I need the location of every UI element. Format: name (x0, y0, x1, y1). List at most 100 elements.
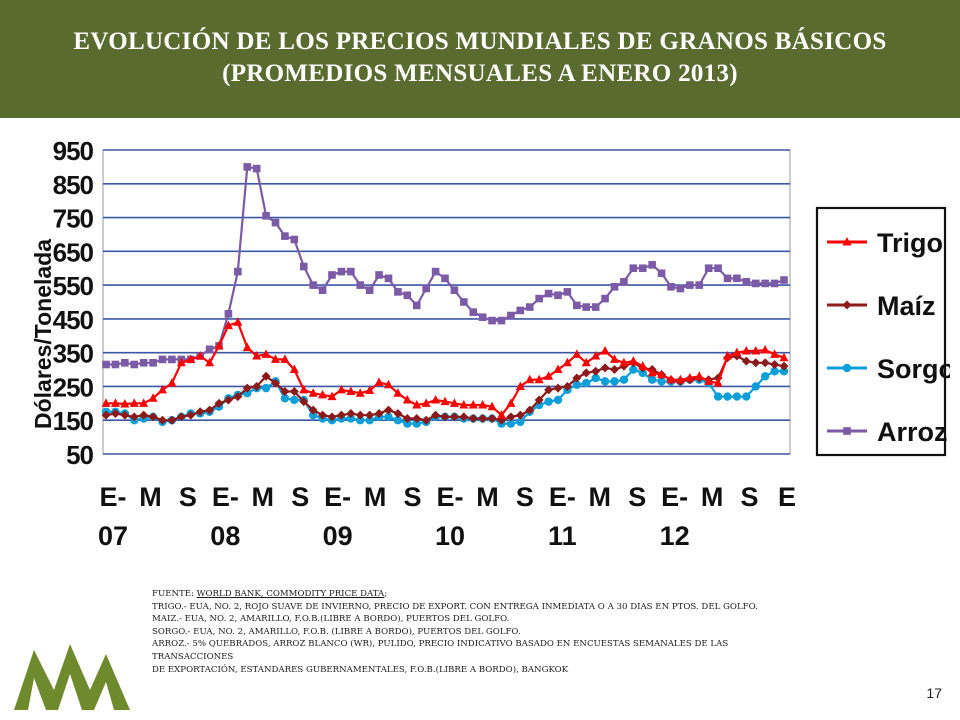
data-point (516, 417, 525, 427)
x-tick-label: S (628, 482, 646, 512)
data-point (610, 365, 619, 375)
data-point (478, 414, 488, 424)
x-tick-label: M (252, 482, 275, 512)
data-point (280, 387, 290, 397)
y-axis-label: Dólares/Tonelada (30, 239, 56, 429)
data-point (779, 352, 789, 362)
data-point (761, 279, 769, 288)
y-tick-label: 350 (53, 339, 94, 369)
data-point (280, 394, 290, 403)
data-point (327, 412, 337, 422)
data-point (223, 395, 233, 405)
data-point (544, 371, 554, 380)
source-link[interactable]: WORLD BANK, COMMODITY PRICE DATA (196, 589, 385, 599)
data-point (111, 360, 120, 369)
data-point (176, 357, 186, 367)
data-point (271, 218, 280, 227)
data-point (168, 355, 176, 364)
data-point (280, 354, 290, 363)
x-tick-label: 12 (660, 521, 690, 551)
data-point (110, 398, 120, 407)
data-point (186, 410, 196, 420)
data-point (675, 374, 685, 384)
data-point (356, 281, 365, 289)
data-point (195, 351, 205, 360)
data-point (676, 284, 685, 293)
footnotes: FUENTE: WORLD BANK, COMMODITY PRICE DATA… (152, 588, 912, 676)
note-maiz: MAIZ.- EUA, NO. 2, AMARILLO, F.O.B.(LIBR… (152, 614, 510, 625)
data-point (205, 357, 215, 367)
x-tick-label: M (139, 482, 162, 512)
data-point (459, 412, 469, 422)
data-point (346, 414, 356, 423)
data-point (384, 412, 393, 422)
data-point (384, 405, 393, 415)
data-point (242, 383, 252, 393)
x-tick-label: S (291, 482, 309, 512)
data-point (469, 308, 478, 316)
data-point (271, 378, 280, 388)
data-point (638, 368, 647, 378)
data-point (488, 316, 496, 325)
data-point (262, 212, 270, 220)
data-point (638, 361, 648, 370)
data-point (346, 386, 356, 396)
logo-mountain-shape (14, 644, 130, 710)
data-point (271, 354, 280, 363)
data-point (299, 262, 308, 271)
data-point (289, 364, 299, 374)
y-tick-label: 50 (66, 440, 93, 470)
x-tick-label: S (404, 482, 422, 512)
data-point (289, 387, 299, 397)
legend-label: Arroz (877, 417, 948, 447)
data-point (620, 277, 628, 286)
data-point (355, 410, 365, 420)
data-point (299, 384, 309, 394)
data-point (704, 376, 714, 385)
data-point (450, 286, 459, 294)
data-point (110, 408, 120, 418)
legend-label: Trigo (877, 228, 943, 258)
x-tick-label: M (476, 482, 499, 512)
data-point (167, 415, 177, 425)
data-point (421, 415, 431, 425)
data-point (779, 367, 789, 376)
data-point (148, 393, 158, 402)
organization-logo-icon (14, 644, 130, 710)
data-point (346, 408, 356, 418)
source-suffix: ; (384, 589, 388, 599)
data-point (525, 374, 535, 384)
y-tick-label: 650 (53, 237, 94, 267)
slide-title-line2: (PROMEDIOS MENSUALES A ENERO 2013) (222, 60, 738, 87)
data-point (243, 163, 252, 171)
data-point (553, 395, 563, 405)
data-point (843, 427, 851, 435)
data-point (412, 301, 421, 310)
data-point (760, 372, 770, 381)
data-point (770, 367, 779, 376)
x-tick-label: S (516, 482, 534, 512)
data-point (205, 345, 214, 354)
plot-frame (102, 149, 791, 455)
data-point (572, 349, 582, 358)
data-point (534, 395, 544, 405)
data-point (601, 294, 609, 303)
data-point (591, 373, 600, 383)
data-point (149, 359, 157, 367)
data-point (648, 261, 656, 269)
data-point (741, 356, 751, 366)
data-point (751, 345, 761, 355)
page-number: 17 (926, 685, 942, 701)
x-tick-label: S (741, 482, 759, 512)
data-point (525, 405, 535, 415)
data-point (403, 419, 412, 428)
data-point (478, 313, 487, 321)
legend-box (815, 206, 947, 457)
data-point (290, 235, 299, 244)
data-point (770, 279, 779, 288)
plot-area (101, 149, 791, 455)
y-tick-label: 850 (53, 170, 94, 200)
data-point (657, 377, 666, 386)
data-point (497, 316, 506, 325)
data-point (384, 379, 393, 389)
